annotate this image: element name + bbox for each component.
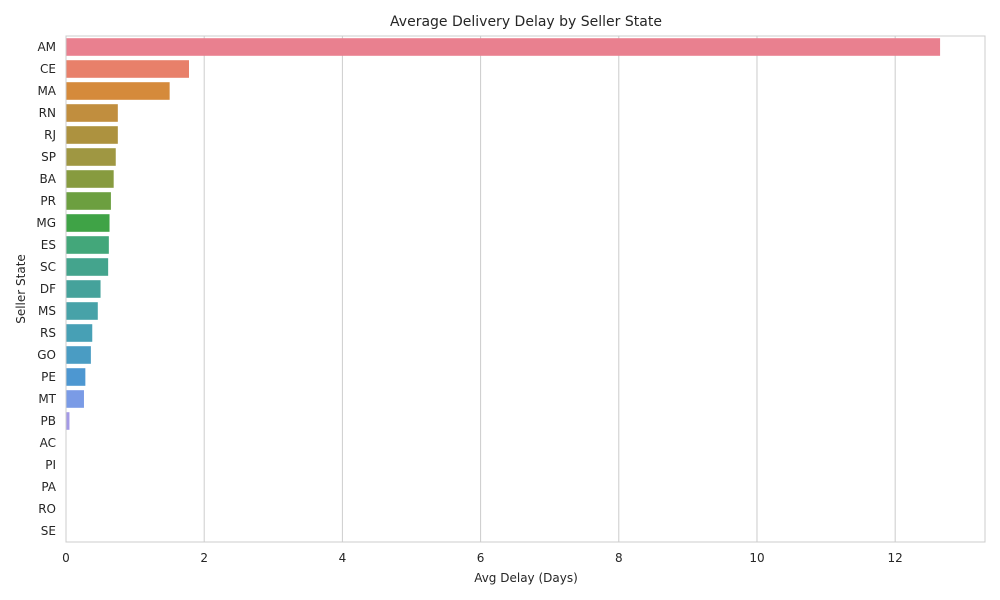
y-tick-label-ms: MS [38,304,56,318]
grid-layer [65,36,896,542]
bar-pb [66,412,70,430]
plot-frame [65,35,986,543]
y-tick-label-sp: SP [41,150,56,164]
y-tick-label-ba: BA [40,172,57,186]
bar-rs [66,324,93,342]
y-tick-label-rs: RS [40,326,56,340]
bar-pe [66,368,86,386]
y-tick-labels: AM CE MA RN RJ SP BA PR MG ES SC DF MS RS GO PE MT PB AC PI… [36,40,56,538]
bars-layer [66,38,941,430]
y-tick-label-ro: RO [38,502,56,516]
bar-mt [66,390,84,408]
y-tick-label-rn: RN [39,106,56,120]
y-tick-label-es: ES [41,238,56,252]
y-tick-label-sc: SC [40,260,56,274]
bar-sc [66,258,109,276]
y-tick-label-se: SE [41,524,56,538]
bar-sp [66,148,116,166]
x-tick-label: 6 [477,551,485,565]
x-tick-labels: 0 2 4 6 8 10 12 [62,551,903,565]
bar-ba [66,170,114,188]
bar-es [66,236,109,254]
y-tick-label-go: GO [37,348,56,362]
y-tick-label-pa: PA [41,480,56,494]
y-tick-label-pi: PI [45,458,56,472]
y-tick-label-df: DF [40,282,56,296]
y-tick-label-pb: PB [41,414,56,428]
bar-go [66,346,91,364]
x-tick-label: 8 [615,551,623,565]
y-tick-label-ac: AC [40,436,56,450]
x-tick-label: 0 [62,551,70,565]
bar-ma [66,82,170,100]
bar-rn [66,104,118,122]
y-tick-label-am: AM [37,40,56,54]
chart-title: Average Delivery Delay by Seller State [390,14,662,30]
bar-df [66,280,101,298]
bar-rj [66,126,118,144]
bar-ms [66,302,98,320]
y-tick-label-pr: PR [40,194,56,208]
y-axis-label: Seller State [14,254,28,324]
bar-ce [66,60,189,78]
bar-pr [66,192,111,210]
x-tick-label: 10 [749,551,764,565]
y-tick-label-mg: MG [36,216,56,230]
x-axis-label: Avg Delay (Days) [474,571,578,585]
bar-am [66,38,941,56]
y-tick-label-ma: MA [37,84,56,98]
y-tick-label-ce: CE [40,62,56,76]
x-tick-label: 12 [888,551,903,565]
x-tick-label: 4 [339,551,347,565]
y-tick-label-mt: MT [38,392,56,406]
x-tick-label: 2 [200,551,208,565]
y-tick-label-rj: RJ [44,128,56,142]
bar-mg [66,214,110,232]
y-tick-label-pe: PE [41,370,56,384]
